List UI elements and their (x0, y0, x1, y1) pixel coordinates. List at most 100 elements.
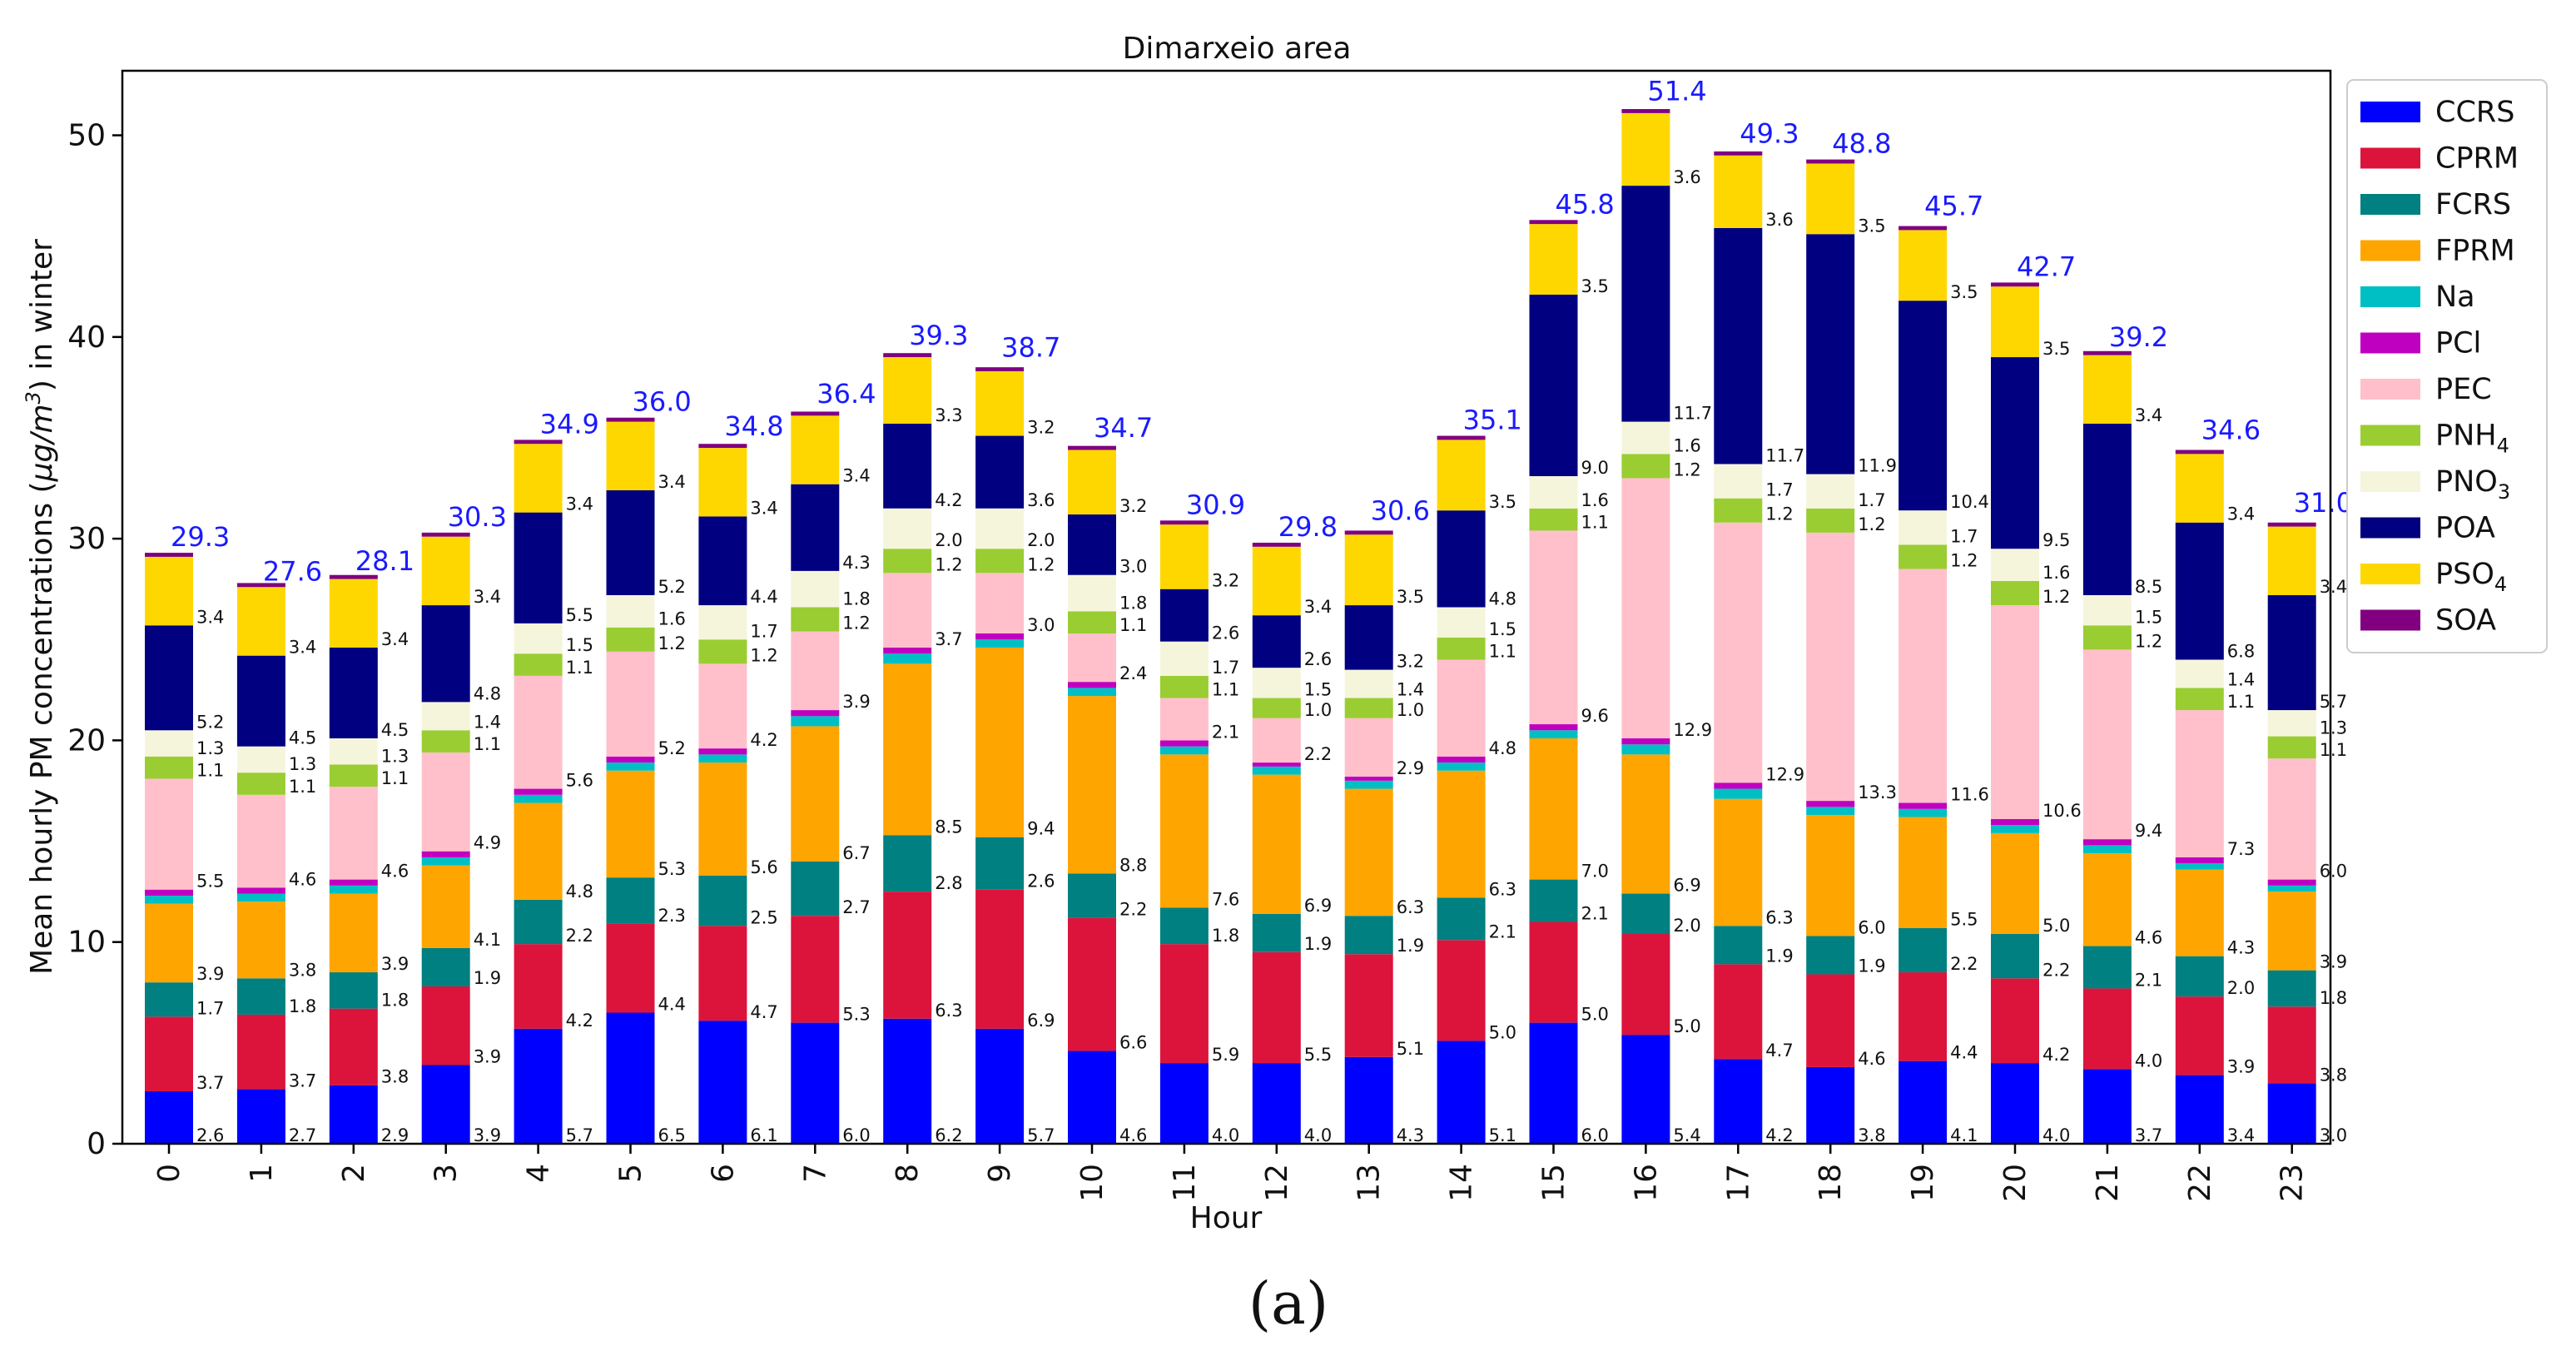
bar-segment (791, 411, 840, 416)
segment-value-label: 3.4 (658, 472, 686, 492)
bar-segment (236, 1089, 285, 1144)
segment-value-label: 5.7 (566, 1125, 593, 1145)
segment-value-label: 4.3 (1397, 1125, 1424, 1145)
legend-entry-label: SOA (2435, 604, 2496, 638)
segment-value-label: 3.4 (1304, 597, 1332, 617)
segment-value-label: 1.3 (289, 754, 316, 774)
bar-segment (2267, 1006, 2316, 1084)
bar-segment (236, 893, 285, 902)
segment-value-label: 5.6 (566, 771, 593, 791)
segment-value-label: 9.0 (1581, 458, 1609, 478)
segment-value-label: 2.2 (2042, 960, 2070, 980)
segment-value-label: 2.6 (1304, 649, 1332, 669)
segment-value-label: 5.5 (1304, 1045, 1332, 1065)
bar-segment (1714, 1059, 1763, 1144)
bar-segment (2175, 688, 2224, 711)
segment-value-label: 1.2 (1673, 459, 1700, 479)
bar-segment (883, 663, 932, 836)
bar-segment (791, 716, 840, 727)
x-tick-label: 7 (798, 1164, 832, 1183)
bar-total-label: 34.6 (2201, 415, 2261, 446)
bar-segment (145, 756, 193, 779)
bar-segment (1344, 534, 1393, 606)
segment-value-label: 3.4 (750, 498, 777, 518)
bar-segment (1991, 286, 2039, 358)
segment-value-label: 4.4 (1950, 1043, 1978, 1063)
bar-segment (1898, 301, 1948, 511)
bar-segment (1159, 520, 1209, 525)
bar-segment (329, 893, 378, 973)
segment-value-label: 6.0 (842, 1125, 870, 1145)
bar-segment (145, 889, 193, 896)
bar-segment (1437, 440, 1486, 511)
segment-value-label: 4.0 (1304, 1125, 1332, 1145)
bar-segment (2082, 839, 2132, 846)
segment-value-label: 5.5 (566, 605, 593, 625)
bar-segment (1898, 510, 1948, 545)
segment-value-label: 1.8 (381, 991, 409, 1011)
bar-segment (2267, 879, 2316, 886)
bar-segment (1991, 581, 2039, 606)
bar-segment (1437, 770, 1486, 898)
segment-value-label: 2.0 (935, 530, 962, 550)
bar-segment (1529, 921, 1578, 1023)
segment-value-label: 4.0 (2042, 1125, 2070, 1145)
segment-value-label: 4.9 (474, 833, 501, 853)
bar-segment (236, 794, 285, 888)
bar-total-label: 42.7 (2017, 251, 2076, 282)
segment-value-label: 5.0 (1581, 1005, 1609, 1025)
y-tick-label: 20 (67, 723, 106, 758)
bar-segment (514, 899, 563, 945)
bar-segment (514, 1028, 563, 1144)
bar-segment (1714, 782, 1763, 789)
bar-segment (2082, 625, 2132, 650)
bar-segment (1159, 740, 1209, 747)
segment-value-label: 3.4 (566, 494, 593, 514)
segment-value-label: 3.4 (2135, 405, 2162, 425)
segment-value-label: 11.6 (1950, 785, 1989, 805)
bar-segment (421, 1065, 470, 1144)
bar-segment (975, 573, 1025, 633)
bar-segment (1898, 569, 1948, 803)
bar-segment (421, 532, 470, 537)
segment-value-label: 3.4 (2227, 504, 2255, 524)
bar-segment (329, 1008, 378, 1085)
segment-value-label: 1.7 (1212, 658, 1239, 678)
bar-total-label: 27.6 (263, 555, 322, 587)
x-tick-label: 9 (983, 1164, 1017, 1183)
segment-value-label: 13.3 (1858, 782, 1897, 802)
x-tick-label: 5 (614, 1164, 648, 1183)
segment-value-label: 5.1 (1397, 1039, 1424, 1059)
bar-segment (883, 353, 932, 358)
segment-value-label: 3.4 (196, 607, 224, 627)
legend-entry-label: CCRS (2435, 96, 2514, 129)
bar-total-label: 38.7 (1001, 331, 1060, 363)
segment-value-label: 5.0 (1489, 1022, 1516, 1042)
segment-value-label: 4.0 (2135, 1051, 2162, 1070)
x-tick-label: 23 (2276, 1164, 2310, 1202)
segment-value-label: 5.7 (1027, 1125, 1055, 1145)
legend-swatch (2360, 332, 2420, 354)
segment-value-label: 4.0 (1212, 1125, 1239, 1145)
bar-segment (329, 787, 378, 880)
bar-segment (1714, 798, 1763, 926)
bar-segment (1159, 944, 1209, 1064)
bar-segment (1252, 698, 1301, 718)
bar-segment (1344, 718, 1393, 777)
segment-value-label: 10.6 (2042, 801, 2082, 821)
segment-value-label: 1.8 (842, 589, 870, 609)
bar-total-label: 39.3 (909, 320, 968, 351)
segment-value-label: 2.1 (1581, 903, 1609, 923)
x-tick-label: 1 (245, 1164, 279, 1183)
bar-segment (1621, 893, 1670, 935)
bar-segment (145, 1091, 193, 1144)
bar-segment (1344, 788, 1393, 916)
bar-segment (1806, 815, 1855, 936)
bar-segment (1529, 1022, 1578, 1144)
bar-segment (2175, 710, 2224, 857)
segment-value-label: 3.9 (196, 964, 224, 984)
bar-segment (1344, 916, 1393, 955)
legend-swatch (2360, 471, 2420, 492)
bar-segment (1621, 112, 1670, 186)
